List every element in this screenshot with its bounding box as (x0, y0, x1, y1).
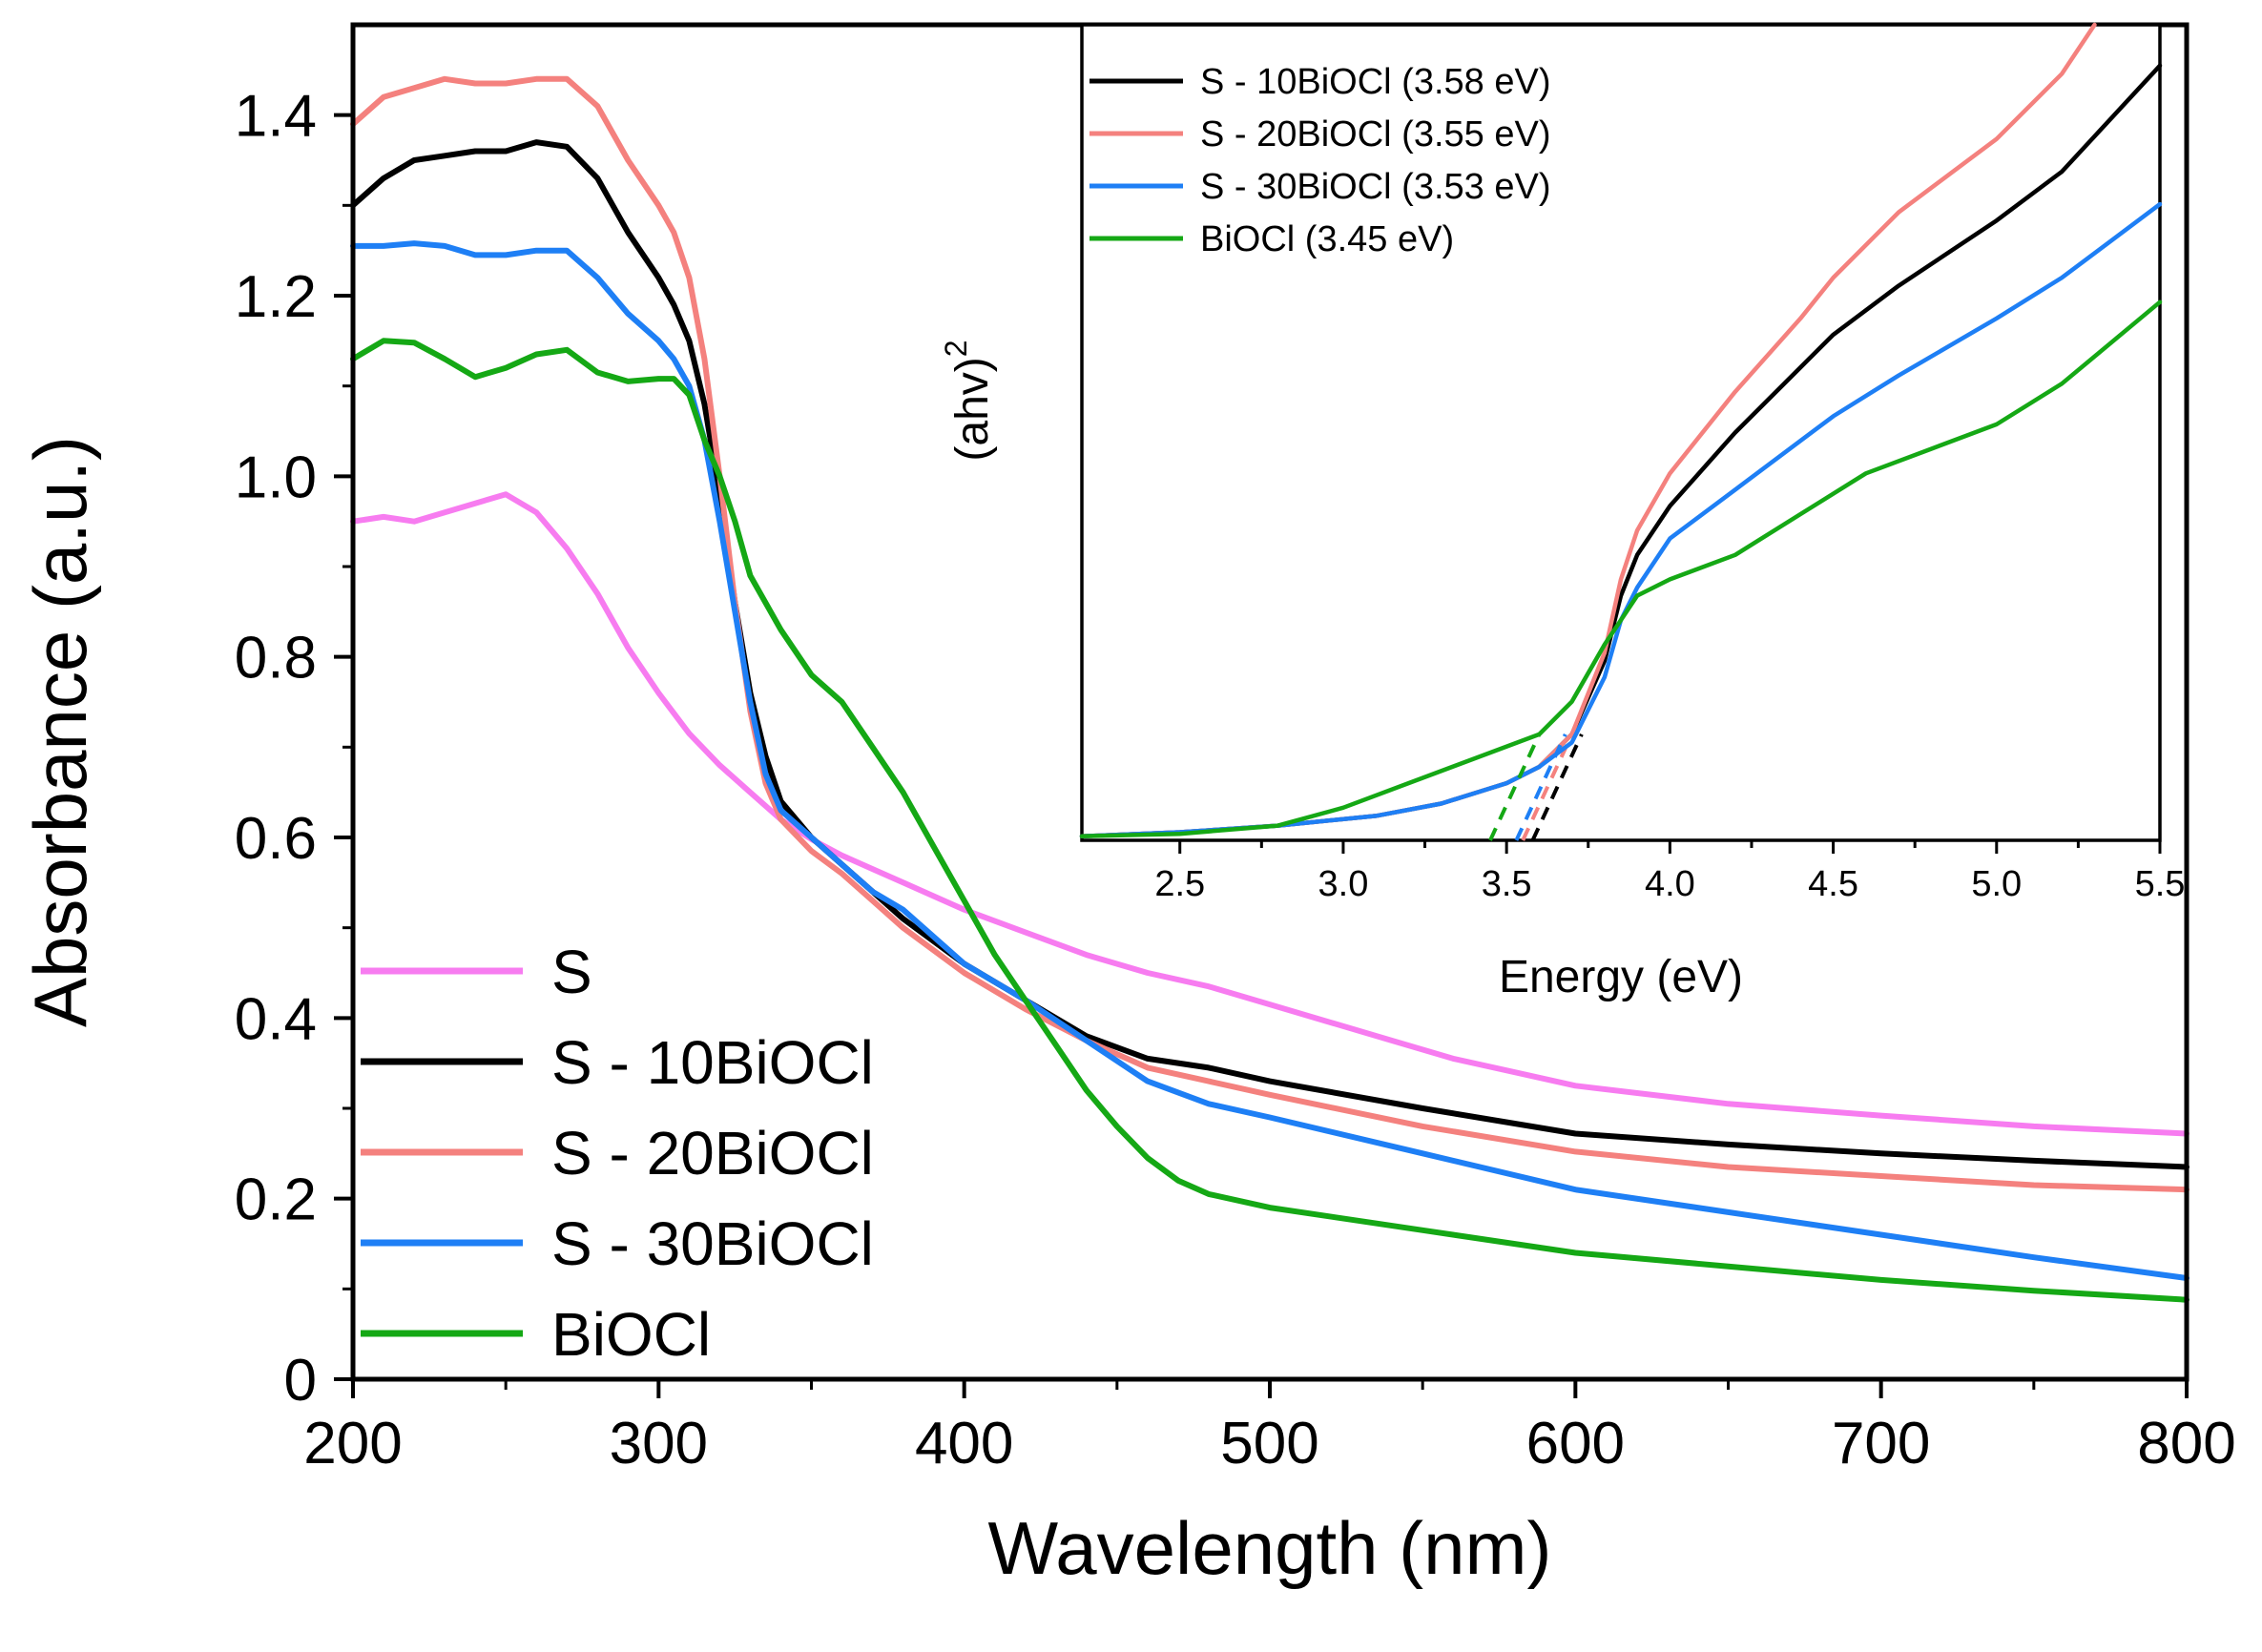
main-series-group (350, 75, 2189, 1303)
legend-label-biocl: BiOCl (551, 1300, 711, 1369)
y-tick-label: 0 (284, 1348, 317, 1414)
y-tick-label: 1.0 (235, 444, 317, 510)
inset-x-tick-label: 5.0 (1971, 864, 2022, 904)
inset-series-line-biocl-3-45-ev (1079, 299, 2163, 838)
inset-series-group (1079, 22, 2163, 841)
series-line-s (350, 491, 2189, 1137)
inset-x-axis-title: Energy (eV) (1499, 952, 1743, 1002)
inset-x-tick-label: 5.5 (2135, 864, 2186, 904)
inset-legend: S - 10BiOCl (3.58 eV) S - 20BiOCl (3.55 e… (1089, 62, 1550, 259)
inset-x-tick-label: 4.5 (1808, 864, 1858, 904)
main-x-axis-title: Wavelength (nm) (988, 1506, 1552, 1590)
x-tick-label: 700 (1832, 1411, 1930, 1476)
y-tick-label: 0.8 (235, 626, 317, 692)
inset-legend-label-s-20biocl-3-55-ev: S - 20BiOCl (3.55 eV) (1200, 114, 1550, 155)
inset-x-tick-label: 4.0 (1645, 864, 1695, 904)
inset-y-axis-title: (ahv)2 (939, 340, 998, 461)
legend-label-s-20biocl: S - 20BiOCl (551, 1119, 874, 1187)
inset-fit-line-s-30biocl-3-53-ev (1514, 733, 1567, 841)
y-tick-label: 0.4 (235, 986, 317, 1052)
inset-legend-label-biocl-3-45-ev: BiOCl (3.45 eV) (1200, 219, 1454, 259)
series-line-s-20biocl (350, 75, 2189, 1193)
legend-label-s-30biocl: S - 30BiOCl (551, 1209, 874, 1278)
inset-x-tick-label: 3.0 (1318, 864, 1369, 904)
inset-fit-line-s-20biocl-3-55-ev (1521, 733, 1574, 841)
inset-legend-label-s-30biocl-3-53-ev: S - 30BiOCl (3.53 eV) (1200, 167, 1550, 207)
legend-label-s: S (551, 938, 592, 1006)
inset-ticks-group: 2.5 3.0 3.5 4.0 4.5 5.0 5.5 (1154, 840, 2185, 904)
series-line-biocl (350, 338, 2189, 1303)
inset-fit-line-s-10biocl-3-58-ev (1530, 733, 1584, 841)
x-tick-label: 600 (1526, 1411, 1625, 1476)
legend-label-s-10biocl: S - 10BiOCl (551, 1028, 874, 1097)
inset-legend-label-s-10biocl-3-58-ev: S - 10BiOCl (3.58 eV) (1200, 62, 1550, 102)
x-tick-label: 500 (1220, 1411, 1318, 1476)
x-tick-label: 400 (915, 1411, 1013, 1476)
x-tick-label: 300 (610, 1411, 708, 1476)
main-y-axis-title: Absorbance (a.u.) (18, 436, 102, 1027)
inset-x-tick-label: 3.5 (1482, 864, 1532, 904)
y-tick-label: 1.4 (235, 84, 317, 150)
inset-plot: 2.5 3.0 3.5 4.0 4.5 5.0 5.5 Energy (eV) (ahv)2… (939, 22, 2185, 1002)
series-line-s-30biocl (350, 240, 2189, 1281)
main-ticks-group: 200 300 400 500 600 700 800 0 0.2 0.4 0.6 0.8 1.0 1.2… (235, 84, 2236, 1476)
inset-y-axis-title-base: (ahv) (947, 357, 998, 461)
y-tick-label: 1.2 (235, 264, 317, 330)
main-legend: S S - 10BiOCl S - 20BiOCl S - 30BiOCl BiOCl (361, 938, 874, 1369)
y-tick-label: 0.6 (235, 806, 317, 872)
inset-y-axis-title-superscript: 2 (939, 340, 973, 357)
inset-x-tick-label: 2.5 (1154, 864, 1205, 904)
x-tick-label: 200 (303, 1411, 402, 1476)
inset-fit-line-biocl-3-45-ev (1488, 733, 1542, 841)
y-tick-label: 0.2 (235, 1167, 317, 1233)
main-plot: 200 300 400 500 600 700 800 0 0.2 0.4 0.6 0.8 1.0 1.2… (18, 22, 2236, 1590)
x-tick-label: 800 (2137, 1411, 2235, 1476)
series-line-s-10biocl (350, 139, 2189, 1170)
